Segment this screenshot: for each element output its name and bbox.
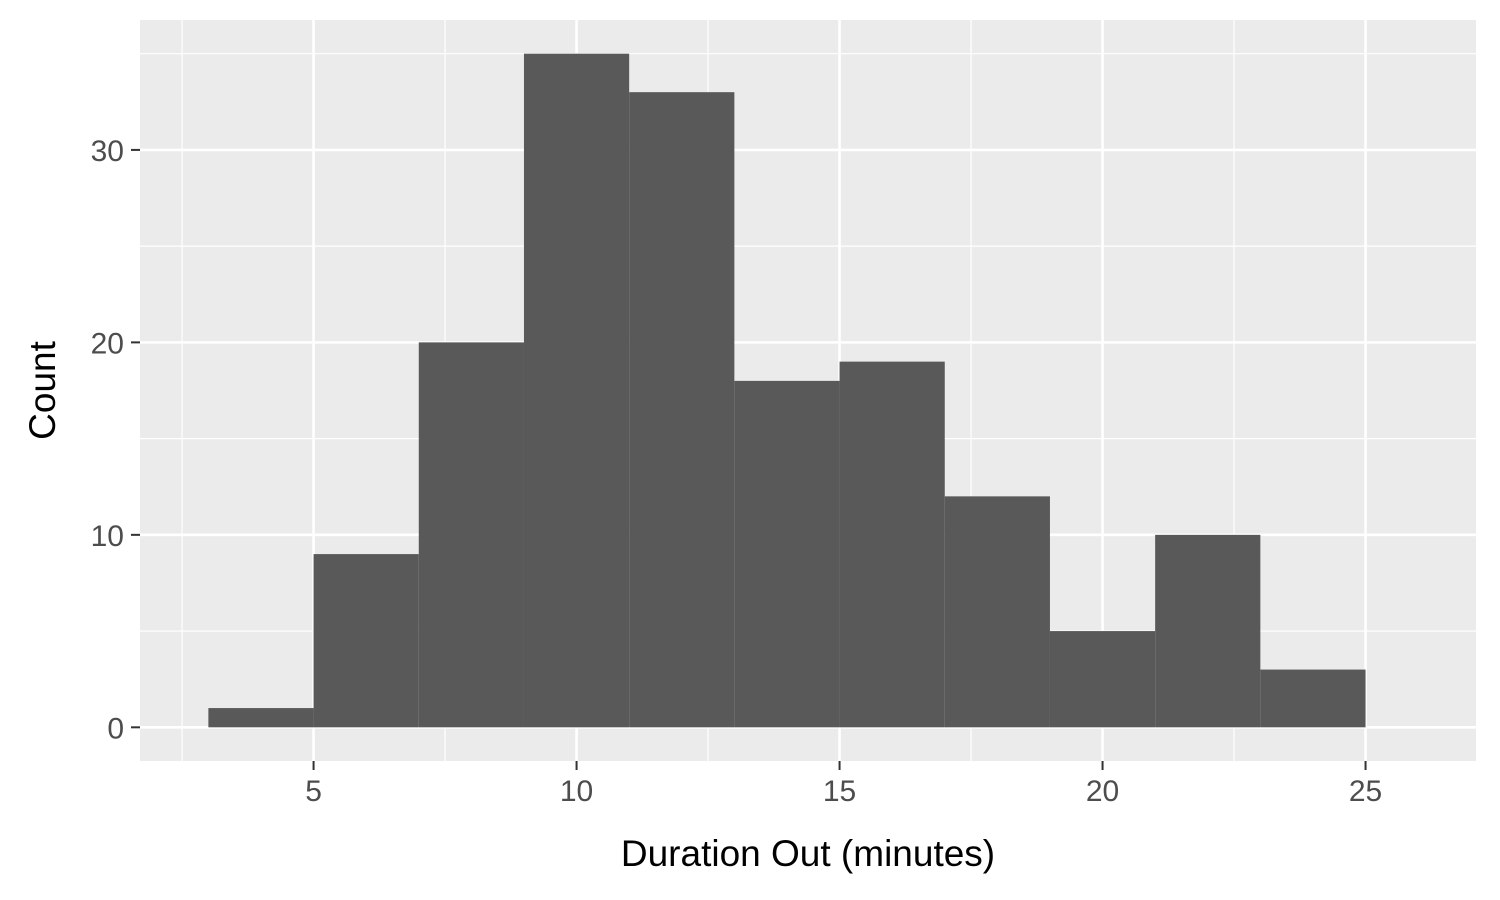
- x-tick-label-3: 20: [1086, 775, 1119, 808]
- histogram-bar-2: [418, 342, 524, 728]
- histogram-bar-10: [1260, 669, 1366, 728]
- x-axis-title: Duration Out (minutes): [621, 833, 995, 874]
- histogram-bar-0: [208, 708, 314, 728]
- histogram-bar-7: [944, 496, 1050, 728]
- histogram-bar-8: [1049, 631, 1156, 728]
- histogram-bar-6: [839, 361, 945, 728]
- y-tick-label-0: 0: [107, 712, 124, 745]
- y-tick-label-2: 20: [91, 327, 124, 360]
- histogram-bar-3: [523, 53, 630, 728]
- y-axis-title: Count: [22, 340, 63, 439]
- histogram-bar-4: [629, 92, 735, 728]
- x-axis-ticks: 5 10 15 20 25: [305, 761, 1382, 808]
- histogram-bar-1: [313, 554, 419, 728]
- histogram-bar-9: [1155, 534, 1261, 728]
- x-tick-label-4: 25: [1349, 775, 1382, 808]
- histogram-bars: [208, 53, 1366, 728]
- y-axis-ticks: 0 10 20 30: [91, 135, 140, 745]
- histogram-bar-5: [734, 380, 840, 728]
- y-tick-label-3: 30: [91, 135, 124, 168]
- x-tick-label-1: 10: [560, 775, 593, 808]
- x-tick-label-2: 15: [823, 775, 856, 808]
- x-tick-label-0: 5: [305, 775, 322, 808]
- y-tick-label-1: 10: [91, 520, 124, 553]
